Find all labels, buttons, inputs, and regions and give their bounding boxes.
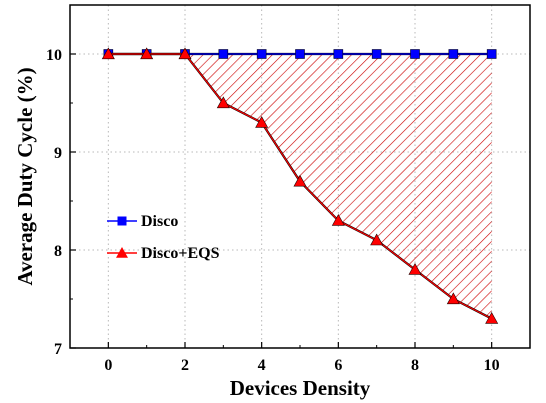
data-point-square <box>410 49 420 59</box>
y-tick-label: 10 <box>46 47 62 64</box>
data-point-triangle <box>370 233 384 246</box>
y-tick-label: 8 <box>54 243 62 260</box>
data-point-triangle <box>140 47 154 60</box>
data-point-triangle <box>101 47 115 60</box>
data-point-square <box>371 49 382 59</box>
data-point-triangle <box>255 115 269 128</box>
data-point-triangle <box>216 96 230 109</box>
legend-marker-square-icon <box>117 216 127 226</box>
data-point-triangle <box>331 213 345 226</box>
data-point-triangle <box>293 174 307 187</box>
x-tick-label: 2 <box>181 357 189 374</box>
data-point-square <box>295 49 305 59</box>
legend-label-disco: Disco <box>141 213 178 230</box>
axes: 0 2 4 6 8 10 7 8 9 10 <box>46 47 500 374</box>
series-disco-eqs <box>101 47 499 324</box>
data-point-square <box>486 49 497 59</box>
data-point-triangle <box>446 292 460 305</box>
hatched-area <box>108 54 492 319</box>
legend-item-disco-eqs: Disco+EQS <box>107 245 220 262</box>
data-point-square <box>256 49 267 59</box>
x-axis-title: Devices Density <box>230 376 371 400</box>
series-group <box>101 47 499 324</box>
legend-label-disco-eqs: Disco+EQS <box>141 245 220 262</box>
data-point-square <box>218 49 229 59</box>
data-point-triangle <box>485 311 499 324</box>
x-tick-label: 8 <box>411 357 419 374</box>
data-point-triangle <box>178 47 192 60</box>
legend: Disco Disco+EQS <box>107 213 220 262</box>
data-point-square <box>448 49 459 59</box>
shaded-difference-region <box>108 54 492 319</box>
x-tick-label: 0 <box>104 357 112 374</box>
y-axis-title: Average Duty Cycle (%) <box>13 67 37 285</box>
x-tick-label: 10 <box>484 357 500 374</box>
data-point-square <box>333 49 344 59</box>
data-point-triangle <box>408 262 422 275</box>
y-tick-label: 7 <box>54 341 62 358</box>
x-tick-label: 6 <box>334 357 342 374</box>
x-tick-label: 4 <box>258 357 266 374</box>
y-tick-label: 9 <box>54 145 62 162</box>
legend-marker-triangle-icon <box>116 247 128 258</box>
legend-item-disco: Disco <box>107 213 178 230</box>
